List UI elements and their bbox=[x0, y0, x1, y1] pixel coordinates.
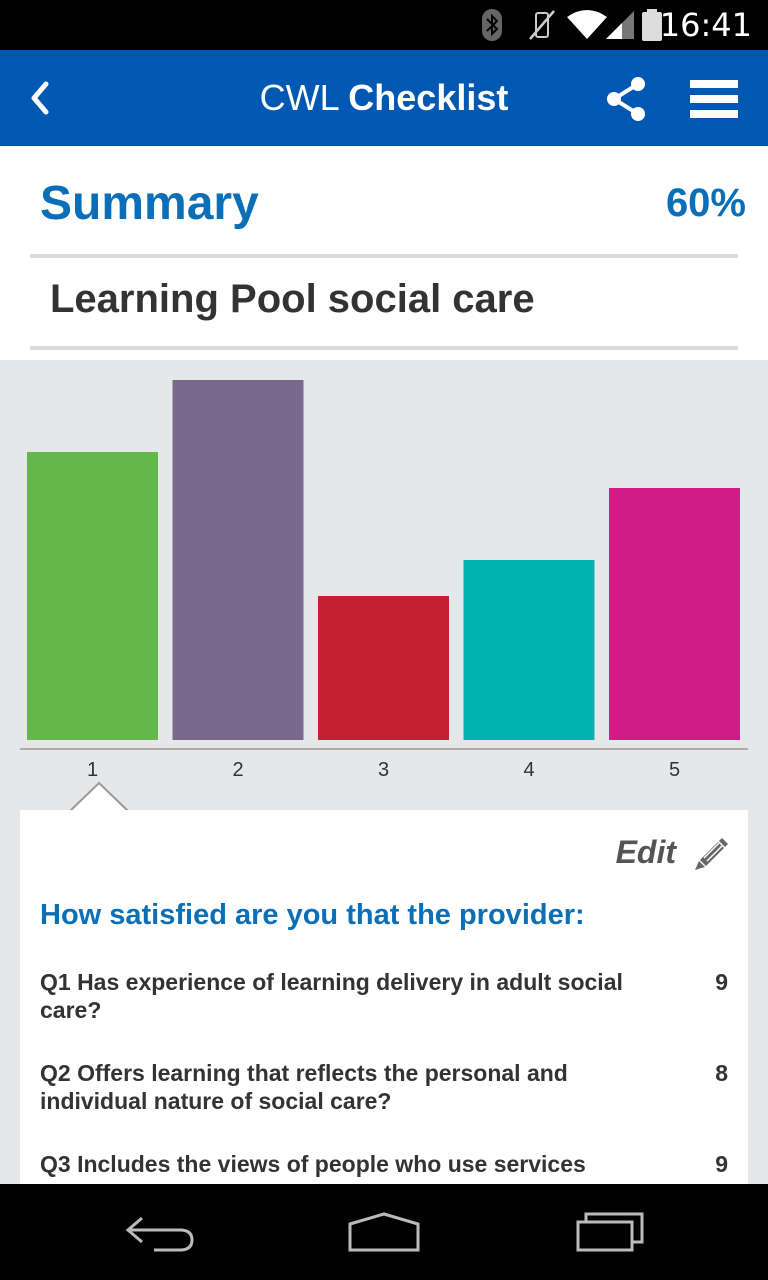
share-icon[interactable] bbox=[604, 76, 650, 122]
question-heading: How satisfied are you that the provider: bbox=[40, 899, 585, 931]
question-text: Q3 Includes the views of people who use … bbox=[40, 1151, 586, 1177]
summary-percent: 60% bbox=[665, 181, 746, 225]
pencil-icon[interactable] bbox=[692, 834, 730, 872]
system-nav-bar bbox=[0, 1184, 768, 1280]
chart-bar-1[interactable] bbox=[27, 452, 158, 740]
vibrate-icon bbox=[529, 10, 555, 40]
summary-bar-chart: 1 2 3 4 5 bbox=[0, 360, 768, 810]
back-icon[interactable] bbox=[22, 78, 62, 118]
back-nav-icon[interactable] bbox=[124, 1210, 196, 1254]
chart-bar-2[interactable] bbox=[172, 380, 304, 740]
home-nav-icon[interactable] bbox=[346, 1210, 422, 1254]
x-tick-label: 1 bbox=[87, 759, 98, 781]
chart-bar-5[interactable] bbox=[609, 488, 740, 740]
question-card: Edit How satisfied are you that the prov… bbox=[20, 810, 748, 1184]
app-title-bold: Checklist bbox=[348, 77, 509, 118]
recents-nav-icon[interactable] bbox=[574, 1210, 646, 1254]
question-row[interactable]: Q2 Offers learning that reflects the per… bbox=[40, 1059, 728, 1115]
x-tick-label: 3 bbox=[378, 759, 389, 781]
x-tick-label: 5 bbox=[669, 759, 680, 781]
question-row[interactable]: Q1 Has experience of learning delivery i… bbox=[40, 968, 728, 1024]
chart-svg: 1 2 3 4 5 bbox=[20, 380, 748, 781]
organisation-name: Learning Pool social care bbox=[50, 277, 535, 321]
x-tick-label: 4 bbox=[523, 759, 534, 781]
bluetooth-icon bbox=[482, 9, 502, 41]
summary-title: Summary bbox=[40, 177, 259, 230]
question-score: 9 bbox=[715, 969, 728, 995]
status-bar: 16:41 bbox=[0, 0, 768, 50]
battery-icon bbox=[642, 9, 662, 41]
summary-panel bbox=[0, 146, 768, 360]
app-title-light: CWL bbox=[259, 77, 339, 118]
wifi-icon bbox=[567, 10, 607, 39]
question-text: Q2 Offers learning that reflects the per… bbox=[40, 1060, 568, 1114]
chart-bar-4[interactable] bbox=[463, 560, 595, 740]
signal-icon bbox=[606, 11, 634, 39]
question-text: Q1 Has experience of learning delivery i… bbox=[40, 969, 623, 1023]
divider bbox=[30, 346, 738, 350]
selection-pointer bbox=[70, 781, 128, 812]
question-row[interactable]: Q3 Includes the views of people who use … bbox=[40, 1150, 728, 1178]
menu-icon[interactable] bbox=[690, 78, 738, 120]
question-score: 8 bbox=[715, 1060, 728, 1086]
chart-bar-3[interactable] bbox=[318, 596, 449, 740]
app-bar: CWL Checklist bbox=[0, 50, 768, 146]
edit-label[interactable]: Edit bbox=[615, 834, 676, 870]
divider bbox=[30, 254, 738, 258]
question-score: 9 bbox=[715, 1151, 728, 1177]
app-title: CWL Checklist bbox=[0, 76, 768, 120]
x-tick-label: 2 bbox=[232, 759, 243, 781]
clock: 16:41 bbox=[659, 6, 752, 44]
